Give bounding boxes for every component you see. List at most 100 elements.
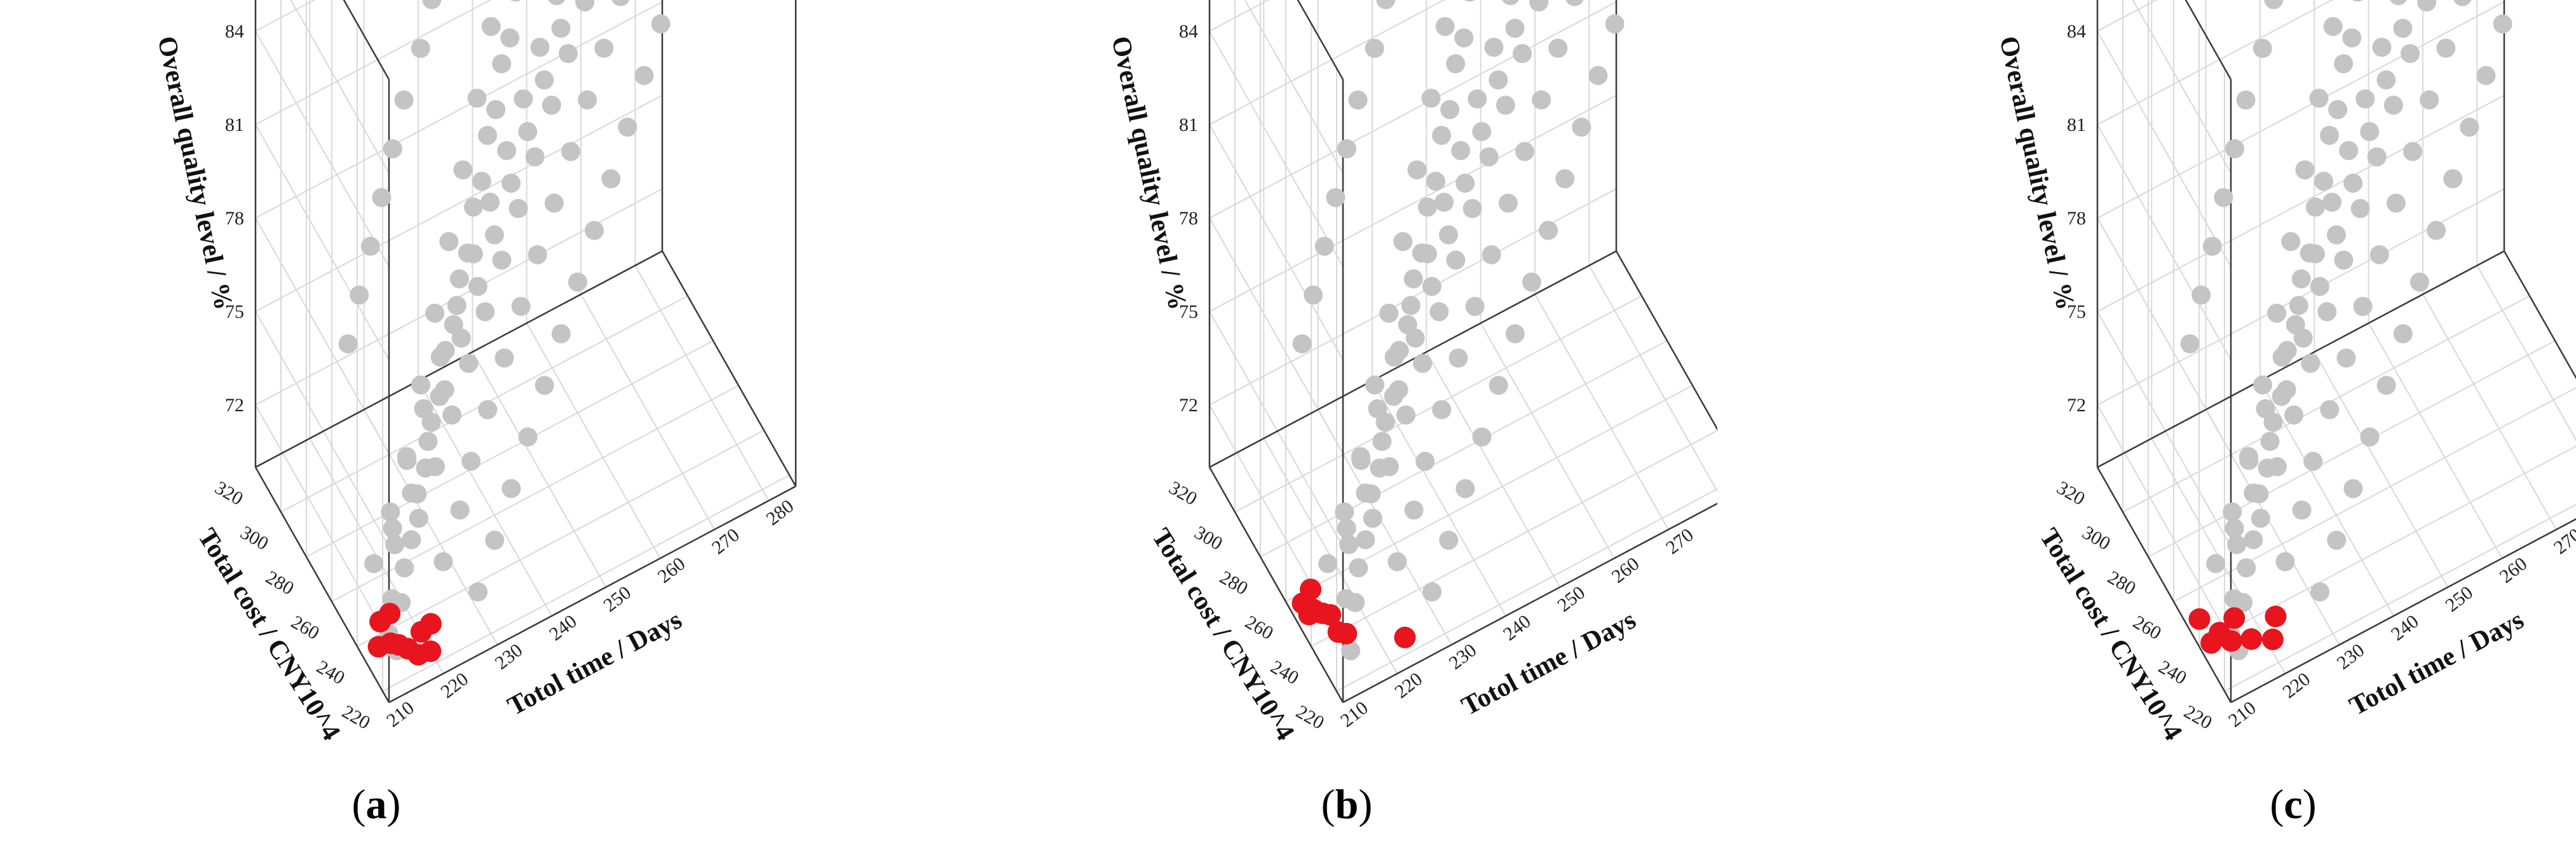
- pareto-point: [1335, 622, 1358, 645]
- z-axis-title: Overall quality level / %: [152, 34, 238, 313]
- data-point: [1548, 38, 1568, 58]
- y-tick-label: 260: [2130, 612, 2165, 644]
- data-point: [397, 451, 417, 470]
- data-point: [383, 519, 402, 538]
- series-others: [1292, 0, 1625, 660]
- data-point: [2336, 348, 2356, 368]
- back-wall-grid-line: [1209, 95, 1617, 312]
- frame-edge: [2097, 250, 2505, 469]
- floor-grid-line: [357, 430, 765, 647]
- pareto-point: [419, 640, 442, 662]
- y-tick-label: 280: [2104, 566, 2139, 599]
- data-point: [1405, 328, 1425, 348]
- data-point: [2305, 244, 2325, 264]
- floor-grid-line: [1336, 488, 1717, 692]
- back-wall-grid-line: [255, 1, 663, 219]
- data-point: [2453, 0, 2472, 6]
- data-point: [1465, 297, 1485, 317]
- data-point: [1365, 375, 1384, 395]
- data-point: [511, 297, 531, 317]
- data-point: [1605, 14, 1625, 34]
- data-point: [2223, 502, 2242, 522]
- data-point: [2224, 589, 2244, 608]
- data-point: [2260, 432, 2280, 451]
- data-point: [1555, 169, 1575, 189]
- floor-grid-line: [382, 474, 790, 692]
- data-point: [2320, 126, 2340, 146]
- data-point: [2420, 90, 2439, 110]
- data-point: [1393, 232, 1413, 252]
- floor-grid-line: [1260, 340, 1668, 557]
- data-point: [2376, 376, 2396, 395]
- data-point: [1439, 530, 1459, 550]
- data-point: [518, 121, 538, 141]
- data-point: [2310, 582, 2330, 602]
- panel-label-a: (a): [351, 781, 401, 828]
- z-tick-label: 75: [2067, 301, 2086, 322]
- side-wall-grid-line: [1209, 124, 1344, 360]
- data-point: [1356, 483, 1375, 503]
- pareto-point: [2265, 605, 2287, 627]
- data-point: [364, 554, 384, 573]
- data-point: [2352, 0, 2363, 2]
- series-pareto: [2188, 605, 2287, 654]
- data-point: [1454, 28, 1474, 48]
- back-wall-grid-line: [1209, 0, 1270, 32]
- data-point: [442, 405, 462, 425]
- data-point: [2339, 140, 2359, 160]
- data-point: [1314, 236, 1334, 256]
- data-point: [1422, 582, 1442, 602]
- data-point: [350, 285, 369, 305]
- data-point: [2256, 399, 2275, 418]
- data-point: [383, 139, 402, 159]
- axes-frame: [254, 0, 797, 704]
- data-point: [2236, 90, 2256, 110]
- data-point: [1455, 174, 1475, 193]
- data-point: [425, 457, 445, 477]
- side-wall-grid-line: [2097, 404, 2232, 641]
- data-point: [2191, 285, 2211, 305]
- data-point: [1396, 405, 1416, 425]
- data-point: [601, 169, 621, 189]
- series-pareto: [367, 603, 442, 666]
- data-point: [461, 451, 481, 471]
- data-point: [372, 188, 392, 207]
- data-point: [425, 303, 445, 323]
- data-point: [1318, 554, 1338, 573]
- panel-label-b: (b): [1321, 781, 1373, 828]
- data-point: [2303, 451, 2323, 471]
- data-point: [2443, 169, 2463, 189]
- data-point: [2393, 18, 2413, 38]
- frame-edge: [388, 485, 796, 704]
- pareto-point: [1302, 598, 1325, 620]
- data-point: [1417, 197, 1437, 217]
- frame-edge: [1615, 250, 1717, 431]
- data-point: [2334, 54, 2354, 74]
- data-point: [575, 0, 595, 12]
- data-point: [1365, 39, 1384, 58]
- data-point: [1421, 88, 1441, 108]
- z-tick-label: 75: [1179, 301, 1198, 322]
- series-pareto: [1291, 578, 1416, 648]
- panel-label-c: (c): [2270, 781, 2317, 828]
- data-point: [1522, 272, 1541, 292]
- data-point: [2275, 552, 2295, 571]
- pareto-point: [1394, 626, 1416, 648]
- data-point: [2417, 0, 2437, 12]
- data-point: [2334, 250, 2354, 270]
- data-point: [2293, 328, 2313, 348]
- data-point: [1529, 0, 1549, 12]
- side-wall-grid-line: [255, 124, 390, 360]
- data-point: [508, 198, 528, 218]
- data-point: [500, 28, 520, 48]
- x-tick-label: 210: [1337, 697, 1372, 732]
- data-point: [1376, 0, 1396, 10]
- pareto-point: [2223, 607, 2245, 629]
- side-wall-grid-line: [255, 311, 390, 547]
- y-tick-label: 240: [313, 656, 348, 688]
- data-point: [2322, 193, 2342, 212]
- data-point: [501, 479, 521, 498]
- y-tick-label: 320: [1166, 477, 1201, 509]
- frame-edge: [1297, 0, 1344, 80]
- data-point: [2355, 89, 2375, 109]
